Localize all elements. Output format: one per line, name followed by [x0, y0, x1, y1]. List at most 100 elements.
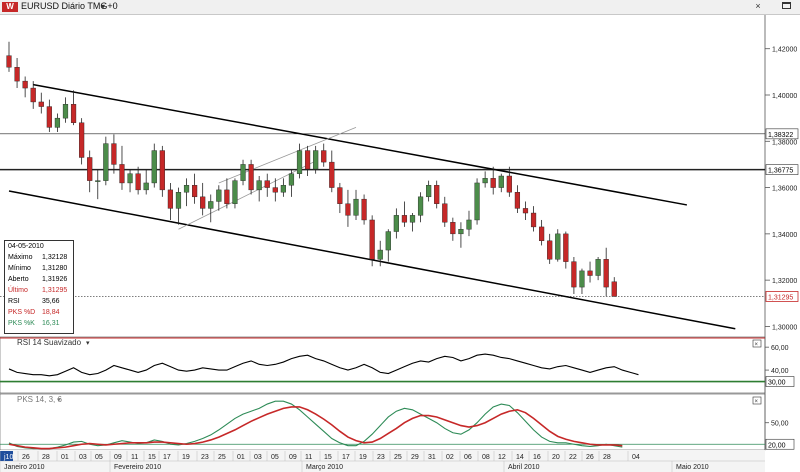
- date-day-label: 23: [201, 454, 209, 461]
- date-axis-highlight: [0, 451, 13, 461]
- date-day-label: 20: [552, 454, 560, 461]
- info-date: 04-05-2010: [8, 243, 44, 250]
- price-level-label: 1,38322: [768, 132, 793, 139]
- candle-up: [256, 180, 262, 191]
- info-row-value: 1,31926: [42, 276, 68, 283]
- candle-up: [393, 215, 399, 232]
- date-day-label: 11: [131, 454, 138, 461]
- maximize-icon: [782, 2, 791, 9]
- rsi-panel-bg: [0, 336, 766, 394]
- date-day-label: 26: [22, 454, 30, 461]
- price-panel-bg: [0, 14, 765, 338]
- candle-down: [547, 240, 553, 260]
- chevron-down-icon[interactable]: ▾: [101, 2, 106, 11]
- candle-down: [6, 55, 12, 68]
- price-tick-label: 1,32000: [772, 278, 797, 285]
- date-day-label: 23: [377, 454, 385, 461]
- candle-down: [329, 161, 335, 188]
- pks-d-line: [8, 406, 623, 450]
- date-day-label: 14: [516, 454, 524, 461]
- pks-close-button[interactable]: [752, 396, 762, 405]
- pks-k-line: [8, 400, 623, 450]
- candle-down: [264, 180, 270, 188]
- candle-down: [337, 187, 343, 204]
- rsi-close-button[interactable]: [752, 339, 762, 348]
- rsi-tick-label: 60,00: [771, 345, 789, 352]
- candle-up: [288, 173, 295, 186]
- date-day-label: 28: [603, 454, 611, 461]
- date-day-label: 31: [428, 454, 436, 461]
- current-price-box: [765, 291, 799, 302]
- info-row: Mínimo 1,31280: [8, 265, 72, 274]
- price-tick-label: 1,40000: [772, 93, 797, 100]
- rsi-dropdown-icon[interactable]: ▾: [86, 340, 90, 347]
- date-day-label: 08: [482, 454, 490, 461]
- candle-down: [611, 281, 617, 297]
- date-day-label: 06: [464, 454, 472, 461]
- candle-up: [426, 185, 432, 198]
- date-day-label: 19: [182, 454, 190, 461]
- candle-down: [14, 67, 20, 82]
- window-titlebar[interactable]: W EURUSD Diário TMG+0 ▾ ×: [0, 0, 800, 15]
- price-axis-boxes: 1,38322 1,36775 1,31295: [765, 128, 799, 302]
- date-day-label: 22: [569, 454, 577, 461]
- candle-up: [458, 229, 464, 235]
- date-day-label: 29: [411, 454, 419, 461]
- candle-up: [466, 219, 472, 230]
- rsi-level-box: [765, 376, 795, 387]
- candle-down: [159, 150, 165, 191]
- rsi-line: [8, 353, 639, 377]
- candle-down: [506, 175, 512, 193]
- candle-down: [22, 80, 28, 89]
- info-row-value: 1,31280: [42, 265, 68, 272]
- pks-indicator: 50,00 20,00: [0, 400, 795, 450]
- price-level-box: [765, 128, 799, 140]
- pks-panel-bg: [0, 393, 766, 451]
- pks-dropdown-icon[interactable]: ▾: [57, 397, 61, 404]
- date-day-label: 17: [342, 454, 350, 461]
- date-day-label: 05: [271, 454, 279, 461]
- info-row-label: Mínimo: [8, 265, 31, 272]
- candle-down: [224, 189, 230, 204]
- maximize-button[interactable]: [780, 1, 794, 12]
- candle-up: [417, 196, 424, 216]
- candle-up: [143, 182, 149, 191]
- date-day-label: 09: [289, 454, 297, 461]
- info-row-label: RSI: [8, 298, 20, 305]
- candle-up: [216, 189, 222, 202]
- rsi-level-label: 30,00: [768, 380, 786, 387]
- trend-line: [33, 83, 688, 206]
- candle-up: [183, 185, 190, 193]
- date-month-label: Abril 2010: [508, 464, 540, 471]
- price-tick-label: 1,30000: [772, 324, 797, 331]
- pks-level-box: [765, 438, 795, 450]
- info-row-label: PKS %D: [8, 309, 36, 316]
- price-axis-ticks: 1,42000 1,40000 1,38000 1,36000 1,34000 1,320…: [765, 47, 797, 331]
- price-level-box: [765, 164, 799, 175]
- candle-down: [38, 101, 44, 107]
- info-row: PKS %K 16,31: [8, 320, 72, 329]
- candle-down: [46, 106, 52, 128]
- candle-down: [200, 196, 206, 209]
- candle-down: [321, 150, 327, 163]
- candle-down: [369, 219, 375, 260]
- date-day-label: 17: [163, 454, 171, 461]
- candle-up: [103, 143, 109, 181]
- date-axis-labels: j10 26 28 01 03 05 09 11 15 17 19 23 25 01 03 05 09 11 15 1…: [0, 451, 709, 472]
- info-row-value: 1,31295: [42, 287, 68, 294]
- candle-down: [30, 87, 36, 103]
- pks-close-glyph: ×: [755, 399, 759, 405]
- candle-down: [563, 233, 569, 262]
- candle-down: [442, 203, 448, 223]
- price-tick-label: 1,34000: [772, 232, 797, 239]
- candle-up: [385, 231, 391, 251]
- date-day-label: 05: [95, 454, 103, 461]
- candle-down: [111, 143, 117, 165]
- candle-up: [579, 270, 585, 288]
- info-row-value: 18,84: [42, 309, 60, 316]
- rsi-indicator: 60,00 40,00 30,00: [0, 345, 795, 387]
- close-button[interactable]: ×: [755, 1, 761, 11]
- candle-down: [304, 150, 311, 170]
